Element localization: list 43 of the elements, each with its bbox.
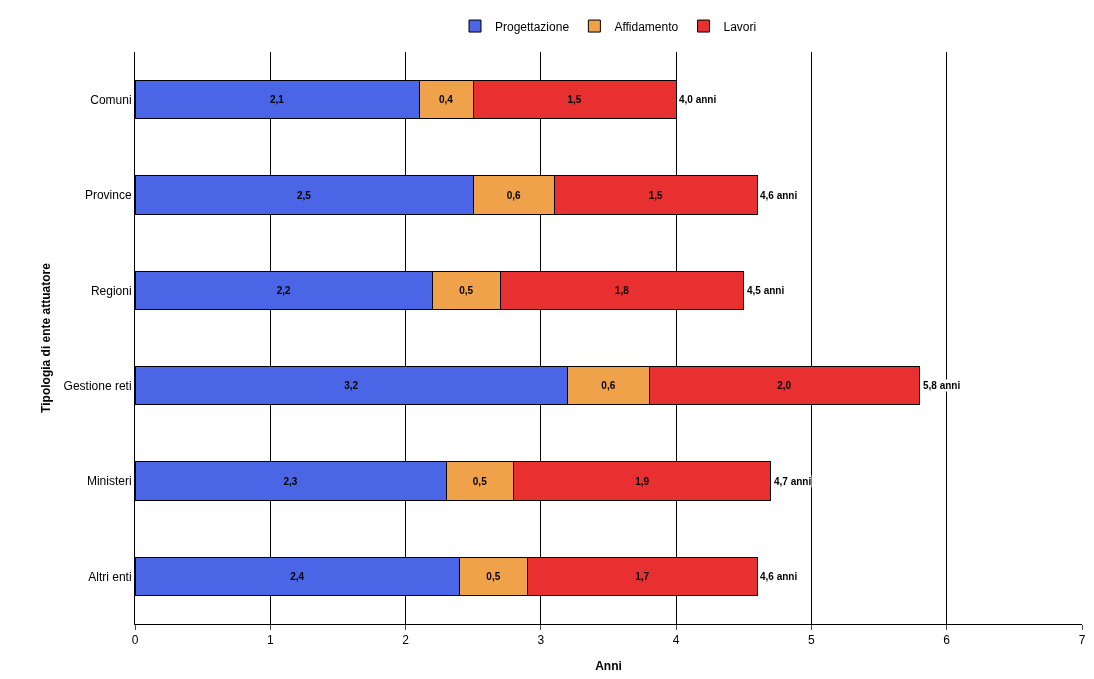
data-label: 0,5	[459, 284, 474, 296]
x-tick-label: 7	[1078, 633, 1086, 648]
y-axis-title: Tipologia di ente attuatore	[38, 262, 53, 413]
x-tick-label: 4	[672, 633, 680, 648]
data-label: 1,5	[648, 189, 664, 201]
x-tick-label: 0	[131, 633, 139, 648]
total-label: 4,7 anni	[774, 476, 812, 487]
x-axis-title: Anni	[595, 659, 622, 673]
total-label: 4,0 anni	[679, 94, 717, 105]
data-label: 2,1	[269, 94, 285, 106]
data-label: 2,4	[290, 570, 305, 582]
data-label: 2,5	[296, 189, 312, 201]
data-label: 0,6	[601, 380, 616, 392]
total-label: 4,6 anni	[760, 190, 798, 201]
data-label: 1,7	[635, 570, 650, 582]
total-label: 5,8 anni	[923, 380, 961, 391]
data-label: 1,8	[614, 284, 630, 296]
x-tick-label: 5	[808, 633, 816, 648]
data-label: 3,2	[344, 380, 359, 392]
data-label: 0,5	[486, 570, 501, 582]
legend-label: Progettazione	[495, 19, 570, 34]
x-tick-label: 2	[402, 633, 410, 648]
legend-label: Affidamento	[614, 19, 679, 34]
x-tick-label: 1	[266, 633, 274, 648]
data-label: 1,5	[567, 94, 582, 106]
y-tick-label: Ministeri	[86, 474, 132, 489]
data-label: 2,0	[777, 380, 792, 392]
data-label: 1,9	[635, 475, 650, 487]
y-tick-label: Gestione reti	[63, 378, 132, 393]
x-tick-label: 3	[537, 633, 545, 648]
data-label: 2,2	[276, 284, 291, 296]
total-label: 4,5 anni	[747, 285, 785, 296]
y-tick-label: Altri enti	[88, 569, 132, 584]
data-label: 2,3	[283, 475, 298, 487]
legend-label: Lavori	[723, 19, 757, 34]
data-label: 0,6	[506, 189, 521, 201]
data-label: 0,5	[472, 475, 488, 487]
y-tick-label: Province	[84, 188, 132, 203]
y-tick-label: Comuni	[90, 92, 132, 107]
total-label: 4,6 anni	[760, 571, 798, 582]
data-label: 0,4	[438, 94, 454, 106]
y-tick-label: Regioni	[90, 283, 132, 298]
x-tick-label: 6	[943, 633, 951, 648]
